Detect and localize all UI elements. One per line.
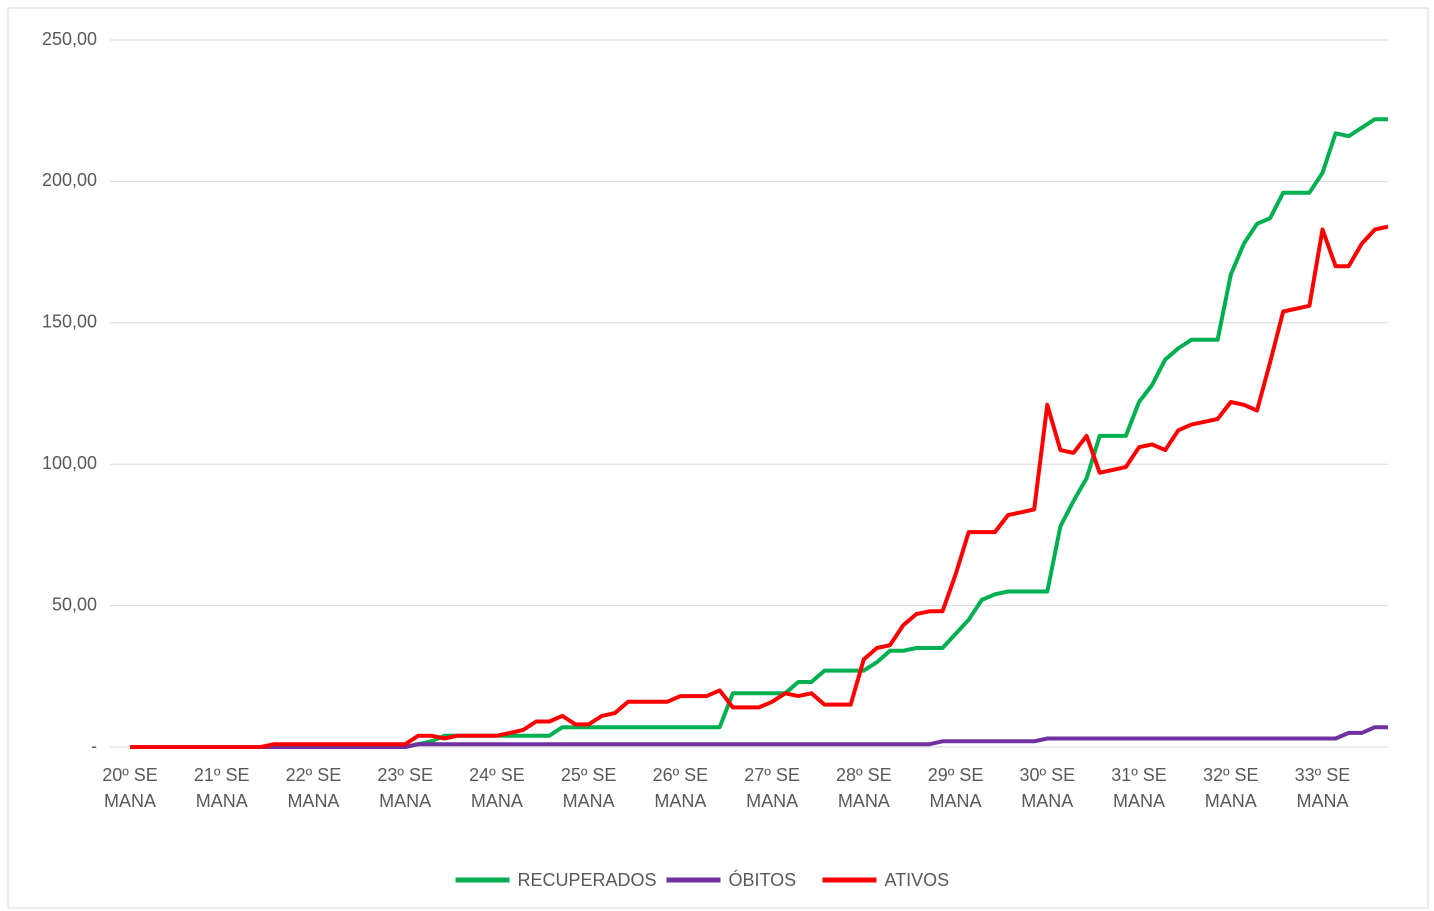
x-tick-label: 33º SEMANA (1294, 765, 1351, 811)
x-tick-label: 30º SEMANA (1019, 765, 1076, 811)
x-tick-label: 20º SEMANA (102, 765, 158, 811)
y-tick-label: 250,00 (42, 29, 97, 49)
x-tick-label: 22º SEMANA (285, 765, 342, 811)
x-tick-label: 29º SEMANA (927, 765, 984, 811)
x-tick-label: 26º SEMANA (652, 765, 709, 811)
x-tick-label: 24º SEMANA (469, 765, 525, 811)
x-tick-label: 25º SEMANA (560, 765, 617, 811)
line-series (130, 224, 1389, 749)
y-tick-label: - (91, 736, 97, 756)
y-tick-label: 200,00 (42, 170, 97, 190)
x-tick-label: 31º SEMANA (1111, 765, 1167, 811)
y-tick-label: 100,00 (42, 453, 97, 473)
x-tick-label: 32º SEMANA (1202, 765, 1259, 811)
x-tick-label: 28º SEMANA (836, 765, 892, 811)
x-tick-label: 23º SEMANA (377, 765, 433, 811)
legend-label: RECUPERADOS (518, 870, 657, 890)
y-tick-label: 50,00 (52, 594, 97, 614)
legend-label: ATIVOS (885, 870, 950, 890)
x-tick-label: 27º SEMANA (744, 765, 800, 811)
x-tick-label: 21º SEMANA (193, 765, 250, 811)
legend-label: ÓBITOS (729, 869, 797, 890)
line-series (130, 725, 1388, 749)
y-tick-label: 150,00 (42, 312, 97, 332)
chart-border (7, 7, 1429, 909)
